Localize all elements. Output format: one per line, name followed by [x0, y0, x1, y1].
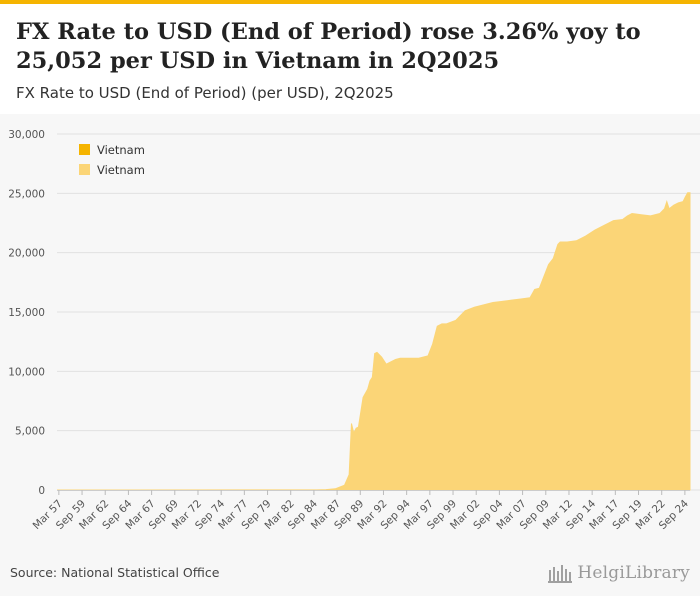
header: FX Rate to USD (End of Period) rose 3.26… — [0, 4, 700, 114]
page-title: FX Rate to USD (End of Period) rose 3.26… — [16, 19, 641, 74]
chart-subtitle: FX Rate to USD (End of Period) (per USD)… — [16, 84, 394, 102]
legend-label: Vietnam — [97, 163, 145, 177]
y-tick-label: 30,000 — [8, 129, 45, 141]
y-tick-label: 10,000 — [8, 366, 45, 378]
helgi-library-logo: HelgiLibrary — [547, 560, 690, 586]
source-note: Source: National Statistical Office — [10, 565, 220, 580]
library-building-icon — [548, 565, 573, 583]
series-area-vietnam — [56, 192, 691, 491]
accent-bar — [0, 0, 700, 4]
y-tick-label: 0 — [38, 485, 45, 497]
y-tick-label: 25,000 — [8, 188, 45, 200]
chart-area: 0 5,000 10,000 15,000 20,000 25,000 30,000 Mar … — [0, 114, 700, 554]
y-tick-label: 20,000 — [8, 248, 45, 260]
logo-text: HelgiLibrary — [577, 563, 690, 583]
fx-rate-chart: 05,00010,00015,00020,00025,00030,000Mar … — [8, 129, 700, 532]
y-tick-label: 15,000 — [8, 307, 45, 319]
legend-swatch — [79, 144, 90, 155]
footer: Source: National Statistical Office Helg… — [0, 554, 700, 596]
y-tick-label: 5,000 — [15, 426, 45, 438]
legend-label: Vietnam — [97, 143, 145, 157]
legend-swatch — [79, 164, 90, 175]
